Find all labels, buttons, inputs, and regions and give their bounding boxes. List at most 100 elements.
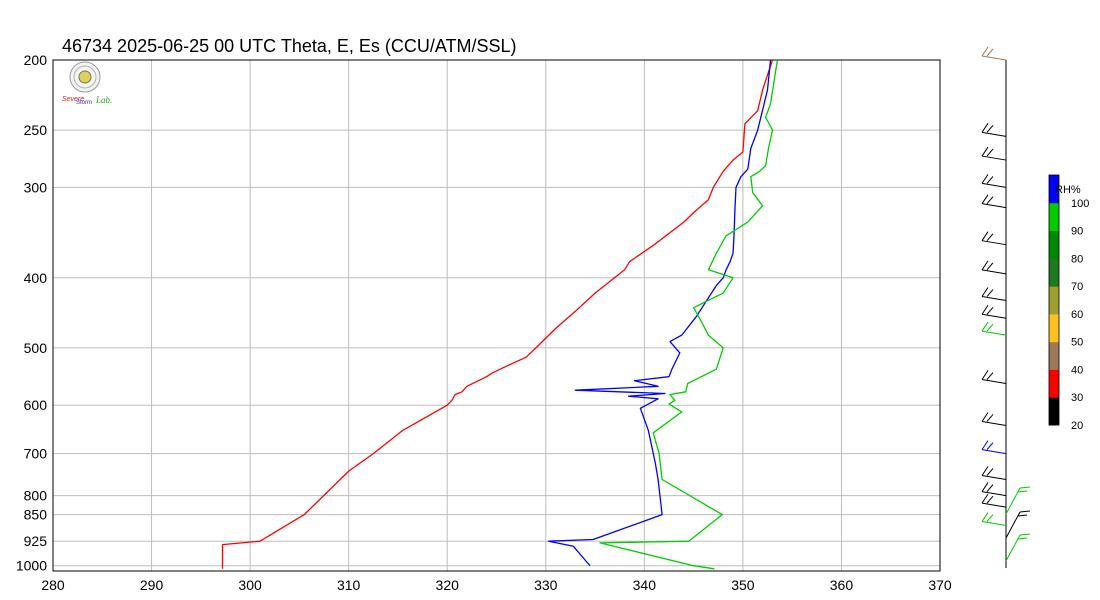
wind-barb-flag [986,262,994,271]
wind-barb-flag [986,514,994,522]
x-axis: 280 290 300 310 320 330 340 350 360 370 [41,577,952,593]
wind-barb [981,330,1007,336]
wind-barb [1005,534,1021,562]
x-tick-label: 350 [731,577,755,593]
wind-barb-flag [981,440,989,450]
x-tick-label: 330 [534,577,558,593]
wind-barb-flag [986,148,994,157]
wind-barb [981,491,1007,497]
wind-barb-flag [981,287,989,297]
colorbar-tick-label: 30 [1071,392,1083,404]
wind-barb [981,379,1007,385]
colorbar-segment [1049,202,1059,232]
colorbar-label: RH% [1055,184,1081,196]
x-tick-label: 340 [633,577,657,593]
x-tick-label: 360 [830,577,854,593]
logo-text-lab: Lab. [95,95,112,105]
wind-barb [981,521,1007,527]
wind-barb-flag [986,372,994,380]
colorbar-segment [1049,258,1059,287]
wind-barb-flag [981,123,989,133]
wind-barb-flag [986,48,994,57]
series-line-2 [599,59,779,570]
y-tick-label: 200 [24,52,48,68]
y-tick-label: 1000 [16,558,47,574]
wind-barb-flag [986,468,994,476]
wind-barb-flag [986,495,994,504]
wind-barb-flag [1017,514,1028,517]
colorbar-tick-label: 100 [1071,198,1089,210]
wind-barb [981,502,1007,508]
wind-barb-flag [981,466,989,476]
logo-text-storm: Storm [76,100,92,106]
wind-barb [981,474,1007,480]
colorbar-segment [1049,369,1059,398]
colorbar-tick-label: 90 [1071,226,1083,238]
wind-barb [981,182,1007,188]
colorbar-segment [1049,341,1059,370]
y-tick-label: 800 [24,488,48,504]
wind-barb-flag [981,304,989,315]
colorbar-segment [1049,313,1059,343]
lab-logo: Severe Storm Lab. [62,61,112,106]
y-axis: 200 250 300 400 500 600 700 800 850 925 1000 [16,52,47,574]
wind-barb-flag [986,323,994,332]
wind-barb-flag [986,233,994,242]
colorbar-tick-label: 40 [1071,364,1083,376]
y-tick-label: 400 [24,270,48,286]
wind-barb [981,269,1007,275]
wind-barb-flag [1017,490,1028,493]
wind-barb-flag [981,493,989,504]
colorbar-tick-label: 50 [1071,337,1083,349]
wind-barb-flag [986,176,994,184]
wind-barb [1005,487,1021,515]
wind-barb-flag [981,194,989,204]
wind-barb-flag [986,196,994,205]
grid-lines [53,60,940,571]
colorbar-tick-label: 70 [1071,281,1083,293]
wind-barb [981,240,1007,246]
wind-barb-flag [981,370,989,380]
x-tick-label: 290 [140,577,164,593]
wind-barb-flag [981,260,989,271]
y-tick-label: 700 [24,446,48,462]
series-line-0 [221,59,774,569]
y-tick-label: 600 [24,397,48,413]
y-tick-label: 925 [24,533,48,549]
wind-barb-flag [986,289,994,297]
wind-barb-flag [1019,510,1031,513]
data-series [221,59,779,570]
colorbar-tick-label: 20 [1071,420,1083,432]
wind-barb [981,203,1007,209]
wind-barb [981,420,1007,426]
wind-barb-flag [1019,533,1031,536]
wind-barb [981,313,1007,319]
plot-frame [52,59,941,572]
colorbar-segment [1049,397,1059,426]
wind-barb-flag [981,146,989,157]
colorbar-tick-label: 80 [1071,253,1083,265]
y-tick-label: 850 [24,507,48,523]
chart-title: 46734 2025-06-25 00 UTC Theta, E, Es (CC… [62,36,517,56]
wind-barb-flag [981,46,989,57]
x-tick-label: 300 [238,577,262,593]
y-tick-label: 500 [24,340,48,356]
wind-barb-flag [986,306,994,315]
wind-barb-flag [1019,486,1031,489]
x-tick-label: 370 [928,577,952,593]
wind-barb-flag [986,484,994,492]
logo-text-severe: Severe [62,96,84,103]
wind-barb-flag [981,321,989,332]
x-tick-label: 310 [337,577,361,593]
rh-colorbar: 20 30 40 50 60 70 80 90 100 RH% [1048,174,1089,432]
colorbar-frame [1048,174,1060,426]
wind-barb-flag [1017,537,1028,540]
wind-barb-flag [981,231,989,241]
x-tick-label: 320 [436,577,460,593]
y-tick-label: 300 [24,179,48,195]
wind-barb [981,155,1007,161]
wind-barb-flag [981,482,989,492]
wind-barb [981,55,1007,61]
x-tick-label: 280 [41,577,65,593]
